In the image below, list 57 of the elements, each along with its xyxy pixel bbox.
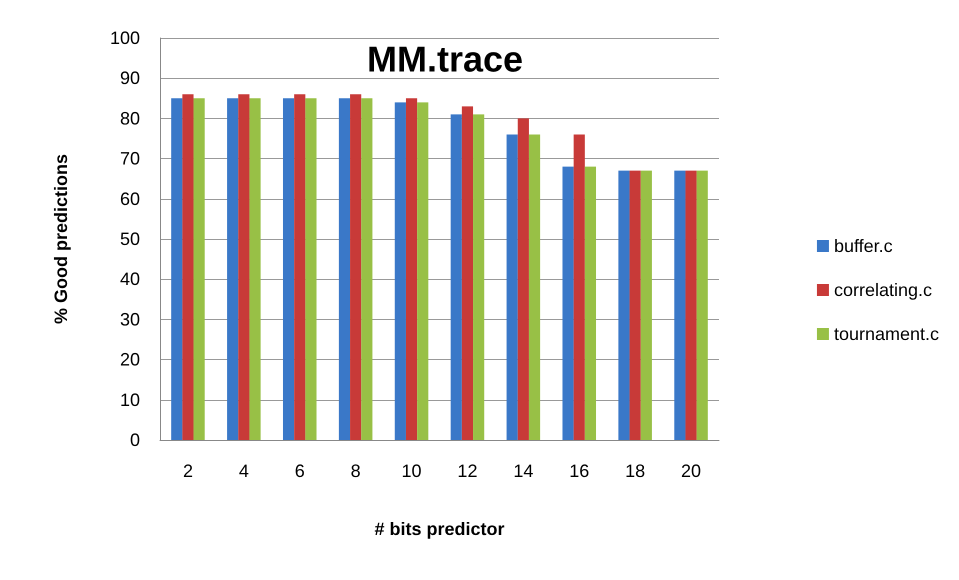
x-tick-label: 4 bbox=[238, 461, 249, 481]
bar bbox=[518, 118, 529, 440]
bar bbox=[630, 170, 641, 440]
y-tick-label: 70 bbox=[120, 148, 140, 169]
bar bbox=[249, 98, 261, 440]
x-tick-label: 14 bbox=[513, 461, 534, 481]
x-tick-label: 2 bbox=[182, 461, 193, 481]
bar bbox=[685, 170, 697, 440]
bar bbox=[361, 98, 372, 440]
bar bbox=[417, 102, 428, 440]
y-tick-label: 50 bbox=[120, 229, 140, 249]
y-tick-label: 80 bbox=[120, 108, 140, 128]
bar bbox=[350, 94, 362, 440]
x-tick-label: 10 bbox=[402, 461, 422, 481]
bar bbox=[618, 170, 630, 440]
y-axis-title: % Good predictions bbox=[51, 154, 71, 324]
legend-label: tournament.c bbox=[834, 324, 940, 344]
y-tick-label: 90 bbox=[120, 68, 140, 88]
bar bbox=[574, 134, 585, 440]
bar bbox=[182, 94, 194, 440]
bar bbox=[473, 114, 484, 440]
y-tick-label: 20 bbox=[120, 350, 140, 370]
bar bbox=[450, 114, 462, 440]
x-tick-label: 8 bbox=[350, 461, 361, 481]
y-tick-label: 0 bbox=[130, 430, 140, 450]
bar bbox=[506, 134, 518, 440]
bar bbox=[294, 94, 306, 440]
bar bbox=[674, 170, 686, 440]
bar bbox=[305, 98, 317, 440]
bar bbox=[394, 102, 406, 440]
bar bbox=[227, 98, 238, 440]
y-tick-label: 10 bbox=[120, 390, 140, 410]
bar bbox=[528, 134, 540, 440]
y-tick-label: 30 bbox=[120, 309, 140, 330]
bar bbox=[406, 98, 418, 440]
x-tick-label: 6 bbox=[294, 461, 305, 481]
bar bbox=[696, 170, 708, 440]
bar bbox=[562, 166, 574, 440]
legend-label: correlating.c bbox=[834, 280, 932, 300]
bar bbox=[584, 166, 596, 440]
bar bbox=[171, 98, 182, 440]
x-tick-label: 18 bbox=[625, 461, 646, 481]
bar bbox=[640, 170, 652, 440]
y-tick-label: 100 bbox=[110, 28, 140, 48]
chart-title: MM.trace bbox=[366, 38, 524, 80]
y-tick-label: 60 bbox=[120, 188, 140, 209]
legend-label: buffer.c bbox=[834, 236, 893, 256]
bar bbox=[282, 98, 294, 440]
x-tick-label: 16 bbox=[569, 461, 590, 481]
bar bbox=[194, 98, 205, 440]
x-axis-title: # bits predictor bbox=[374, 519, 505, 539]
bar bbox=[338, 98, 350, 440]
bar bbox=[462, 106, 474, 440]
bar bbox=[238, 94, 250, 440]
x-tick-label: 20 bbox=[681, 461, 702, 481]
y-tick-label: 40 bbox=[120, 269, 140, 290]
x-tick-label: 12 bbox=[457, 461, 478, 481]
